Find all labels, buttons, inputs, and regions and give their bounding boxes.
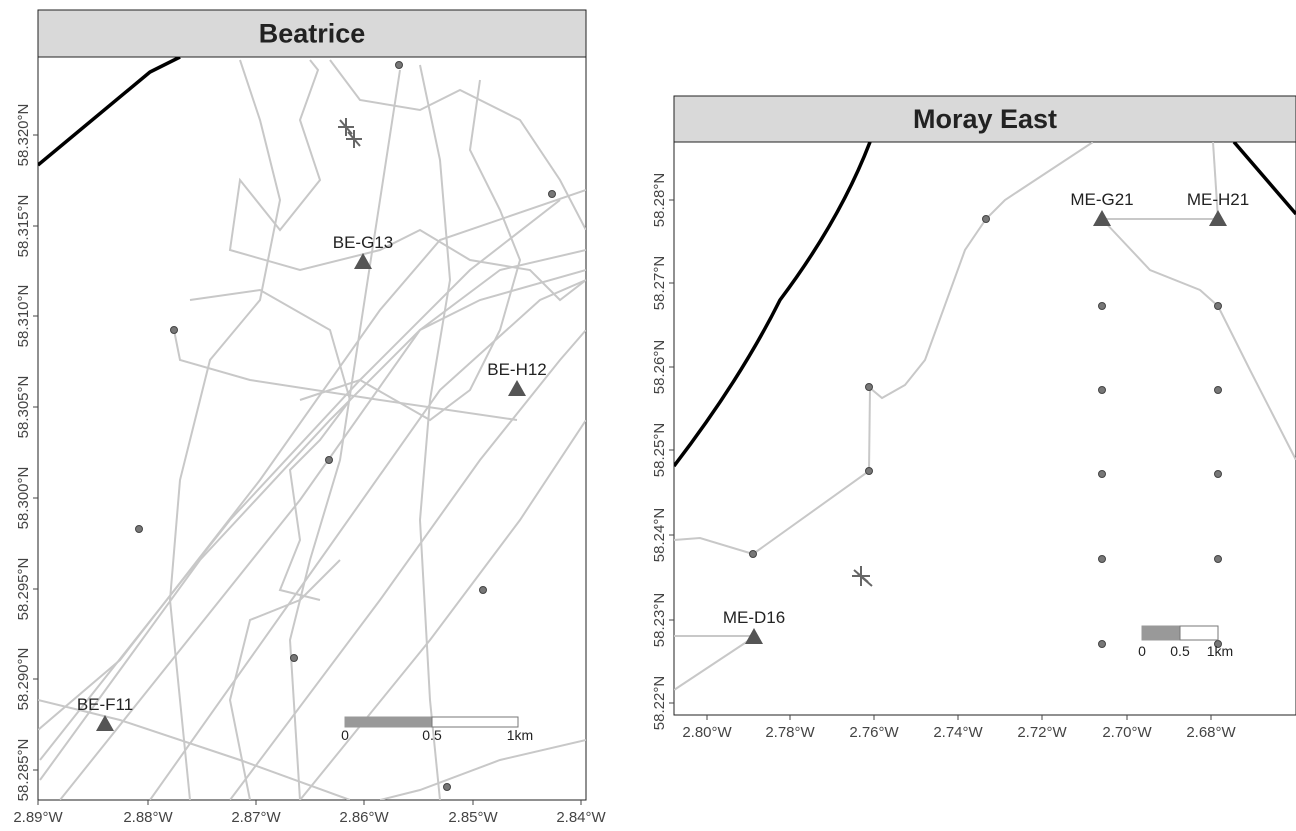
x-tick-label: 2.86°W <box>339 809 389 826</box>
panel-frame <box>37 56 587 801</box>
x-tick-label: 2.87°W <box>231 809 281 826</box>
mooring-point <box>170 326 178 334</box>
coastline <box>38 57 181 167</box>
x-tick-label: 2.74°W <box>933 724 983 741</box>
mooring-point <box>749 550 757 558</box>
y-tick-label: 58.23°N <box>651 593 668 647</box>
panel-header <box>37 9 587 58</box>
y-tick-label: 58.27°N <box>651 256 668 310</box>
panel-title: Beatrice <box>259 19 366 49</box>
y-tick-label: 58.285°N <box>15 739 32 802</box>
tracks <box>38 59 586 800</box>
y-tick-label: 58.25°N <box>651 423 668 477</box>
y-tick-label: 58.295°N <box>15 558 32 621</box>
station-marker <box>96 715 114 731</box>
station-marker <box>745 628 763 644</box>
mooring-point <box>548 190 556 198</box>
x-tick-label: 2.78°W <box>765 724 815 741</box>
mooring-point <box>479 586 487 594</box>
mooring-point <box>1214 386 1222 394</box>
x-tick-label: 2.68°W <box>1186 724 1236 741</box>
station-label: ME-G21 <box>1070 190 1133 209</box>
station-label: BE-F11 <box>77 695 133 714</box>
y-tick-label: 58.26°N <box>651 340 668 394</box>
mooring-point <box>290 654 298 662</box>
y-tick-label: 58.22°N <box>651 676 668 730</box>
mooring-point <box>1098 386 1106 394</box>
x-tick-label: 2.80°W <box>682 724 732 741</box>
y-tick-label: 58.315°N <box>15 195 32 258</box>
station-label: BE-G13 <box>333 233 393 252</box>
y-tick-label: 58.24°N <box>651 508 668 562</box>
mooring-point <box>1098 470 1106 478</box>
mooring-point <box>443 783 451 791</box>
station-label: ME-D16 <box>723 608 785 627</box>
x-tick-label: 2.76°W <box>849 724 899 741</box>
scale-bar-segment <box>1141 625 1181 641</box>
mooring-point <box>1098 640 1106 648</box>
y-tick-label: 58.310°N <box>15 285 32 348</box>
mooring-point <box>1214 302 1222 310</box>
x-tick-label: 2.70°W <box>1102 724 1152 741</box>
panel-title: Moray East <box>913 104 1057 134</box>
coastline <box>674 142 1296 468</box>
mooring-point <box>1214 470 1222 478</box>
station-marker <box>1093 210 1111 226</box>
y-tick-label: 58.290°N <box>15 648 32 711</box>
mooring-point <box>395 61 403 69</box>
scale-bar-segment <box>431 716 519 728</box>
mooring-point <box>865 467 873 475</box>
panel-header <box>673 95 1296 143</box>
y-tick-label: 58.320°N <box>15 104 32 167</box>
tracks <box>674 142 1296 691</box>
mooring-point <box>325 456 333 464</box>
station-label: BE-H12 <box>487 360 547 379</box>
mooring-point <box>865 383 873 391</box>
x-tick-label: 2.72°W <box>1017 724 1067 741</box>
scale-bar-segment <box>344 716 433 728</box>
station-marker <box>354 253 372 269</box>
scale-bar-label: 0.5 <box>1170 643 1190 659</box>
station-label: ME-H21 <box>1187 190 1249 209</box>
scale-bar-label: 1km <box>507 727 533 743</box>
mooring-point <box>1098 555 1106 563</box>
y-tick-label: 58.305°N <box>15 376 32 439</box>
asterisk <box>852 566 873 587</box>
y-tick-label: 58.300°N <box>15 467 32 530</box>
x-tick-label: 2.85°W <box>448 809 498 826</box>
asterisk <box>338 118 362 148</box>
scale-bar-label: 0 <box>341 727 349 743</box>
station-marker <box>1209 210 1227 226</box>
x-tick-label: 2.84°W <box>556 809 606 826</box>
panel-frame <box>673 141 1296 716</box>
scale-bar-label: 0.5 <box>422 727 442 743</box>
station-marker <box>508 380 526 396</box>
mooring-point <box>135 525 143 533</box>
y-tick-label: 58.28°N <box>651 173 668 227</box>
mooring-point <box>1214 555 1222 563</box>
x-tick-label: 2.88°W <box>123 809 173 826</box>
mooring-point <box>982 215 990 223</box>
scale-bar-label: 1km <box>1207 643 1233 659</box>
x-tick-label: 2.89°W <box>13 809 63 826</box>
mooring-point <box>1098 302 1106 310</box>
scale-bar-label: 0 <box>1138 643 1146 659</box>
scale-bar-segment <box>1179 625 1219 641</box>
